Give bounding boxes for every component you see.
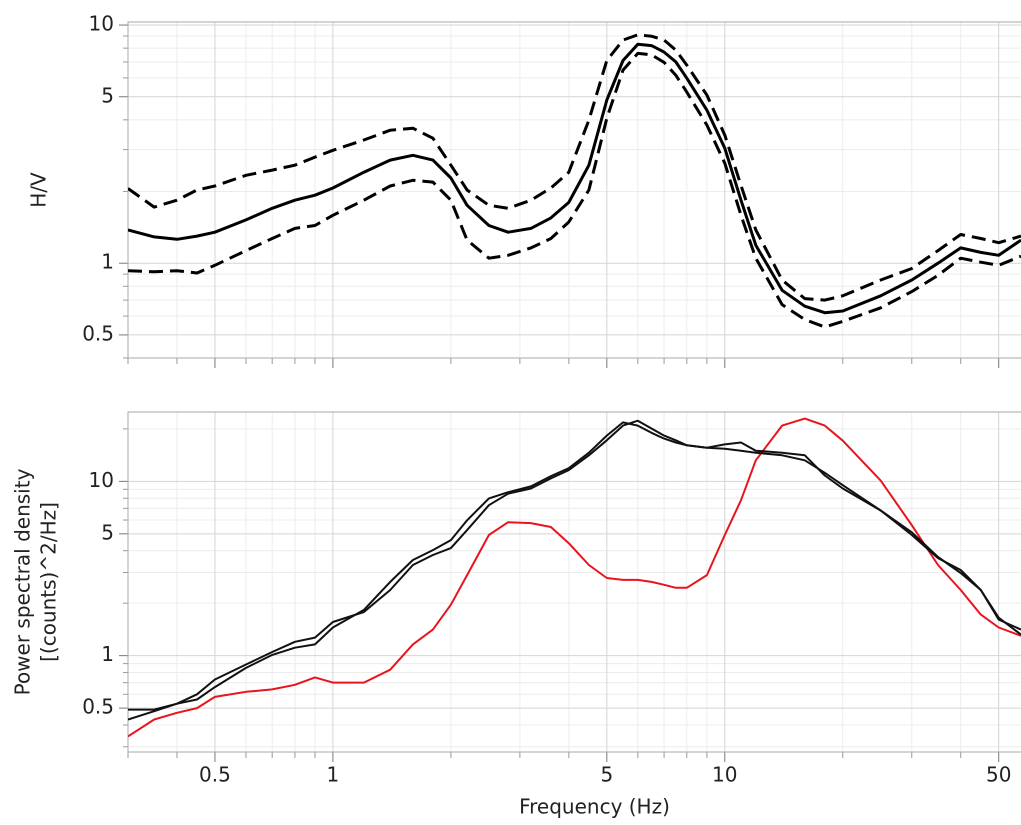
- y-tick-label: 10: [89, 468, 114, 492]
- dashed-line: [128, 51, 1021, 329]
- y-tick-label: 10: [89, 12, 114, 36]
- axis-frame: [127, 411, 1021, 753]
- y-tick-label: 1: [101, 642, 114, 666]
- line: [128, 419, 1021, 711]
- line: [128, 417, 1021, 738]
- y-axis-label: [(counts)^2/Hz]: [37, 502, 61, 662]
- x-tick-label: 5: [600, 763, 613, 787]
- y-tick-label: 5: [101, 520, 114, 544]
- x-tick-label: 1: [327, 763, 340, 787]
- x-tick-label: 0.5: [199, 763, 231, 787]
- line: [128, 421, 1021, 721]
- y-axis-label: Power spectral density: [11, 468, 35, 695]
- plot-area: [128, 33, 1021, 329]
- y-tick-label: 0.5: [82, 695, 114, 719]
- plot-area: [128, 417, 1021, 738]
- y-axis-label: H/V: [27, 172, 51, 208]
- x-axis-label: Frequency (Hz): [519, 795, 670, 819]
- y-tick-label: 1: [101, 250, 114, 274]
- x-tick-label: 50: [986, 763, 1011, 787]
- y-tick-label: 0.5: [82, 321, 114, 345]
- panel: 0.5 1 5 10 H/V: [27, 12, 1021, 368]
- y-tick-label: 5: [101, 83, 114, 107]
- x-tick-label: 10: [712, 763, 737, 787]
- line: [128, 42, 1021, 315]
- dashed-line: [128, 33, 1021, 302]
- panel: 0.5 1 5 10 50 0.5 1 5 10 Power spectral density[(…: [11, 411, 1021, 819]
